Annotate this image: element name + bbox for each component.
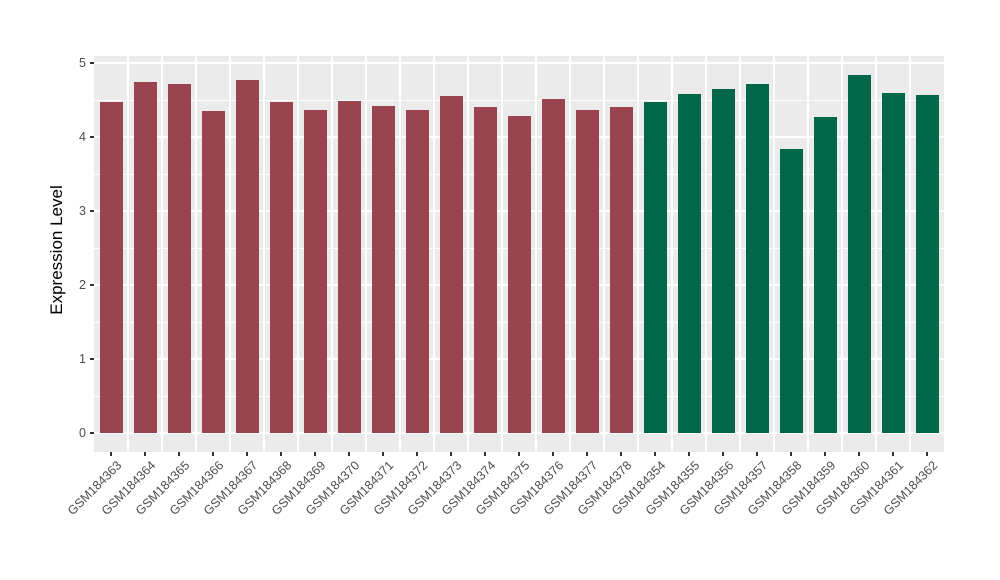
x-gridline — [705, 56, 707, 452]
y-tick-mark — [90, 284, 94, 286]
x-tick-mark — [722, 452, 724, 456]
x-gridline — [297, 56, 299, 452]
y-tick-label: 3 — [79, 203, 86, 218]
bar-GSM184370 — [337, 100, 361, 433]
y-tick-mark — [90, 210, 94, 212]
x-gridline — [909, 56, 911, 452]
x-gridline — [161, 56, 163, 452]
x-tick-mark — [144, 452, 146, 456]
x-tick-mark — [110, 452, 112, 456]
bar-GSM184366 — [201, 111, 225, 433]
bar-GSM184368 — [269, 102, 293, 433]
x-gridline — [127, 56, 129, 452]
y-tick-label: 5 — [79, 55, 86, 70]
x-gridline — [773, 56, 775, 452]
bar-GSM184374 — [473, 107, 497, 433]
x-tick-mark — [382, 452, 384, 456]
x-gridline — [263, 56, 265, 452]
x-tick-mark — [620, 452, 622, 456]
y-tick-mark — [90, 62, 94, 64]
x-gridline — [535, 56, 537, 452]
bar-GSM184371 — [371, 105, 395, 433]
bar-GSM184372 — [405, 109, 429, 433]
bar-GSM184365 — [167, 84, 191, 433]
bar-GSM184375 — [507, 115, 531, 433]
x-tick-mark — [790, 452, 792, 456]
bar-GSM184376 — [541, 99, 565, 433]
x-gridline — [637, 56, 639, 452]
y-tick-label: 1 — [79, 351, 86, 366]
y-minor-gridline — [94, 99, 944, 101]
x-tick-mark — [926, 452, 928, 456]
x-gridline — [841, 56, 843, 452]
x-tick-mark — [552, 452, 554, 456]
x-tick-mark — [654, 452, 656, 456]
bar-GSM184364 — [133, 82, 157, 433]
x-gridline — [433, 56, 435, 452]
plot-panel — [94, 56, 944, 452]
x-tick-mark — [280, 452, 282, 456]
bar-GSM184355 — [677, 94, 701, 433]
y-tick-mark — [90, 358, 94, 360]
x-tick-mark — [450, 452, 452, 456]
x-gridline — [467, 56, 469, 452]
bar-GSM184359 — [813, 117, 837, 433]
x-tick-mark — [246, 452, 248, 456]
bar-GSM184362 — [915, 94, 939, 433]
x-tick-mark — [586, 452, 588, 456]
bar-GSM184369 — [303, 110, 327, 433]
x-tick-mark — [518, 452, 520, 456]
x-gridline — [365, 56, 367, 452]
x-tick-mark — [892, 452, 894, 456]
bar-GSM184354 — [643, 102, 667, 433]
x-tick-mark — [416, 452, 418, 456]
y-major-gridline — [94, 432, 944, 434]
x-tick-mark — [212, 452, 214, 456]
x-gridline — [331, 56, 333, 452]
y-tick-label: 4 — [79, 129, 86, 144]
x-gridline — [195, 56, 197, 452]
x-gridline — [229, 56, 231, 452]
y-tick-label: 0 — [79, 425, 86, 440]
x-gridline — [399, 56, 401, 452]
bar-GSM184360 — [847, 74, 871, 433]
x-gridline — [807, 56, 809, 452]
bar-GSM184363 — [99, 102, 123, 433]
bar-GSM184358 — [779, 148, 803, 433]
bar-GSM184377 — [575, 110, 599, 433]
x-gridline — [739, 56, 741, 452]
bar-GSM184378 — [609, 107, 633, 433]
x-gridline — [671, 56, 673, 452]
x-tick-mark — [688, 452, 690, 456]
y-tick-mark — [90, 432, 94, 434]
x-tick-mark — [824, 452, 826, 456]
y-tick-mark — [90, 136, 94, 138]
x-tick-mark — [858, 452, 860, 456]
y-tick-label: 2 — [79, 277, 86, 292]
x-tick-mark — [314, 452, 316, 456]
x-tick-mark — [348, 452, 350, 456]
bar-GSM184356 — [711, 88, 735, 433]
x-gridline — [603, 56, 605, 452]
x-tick-mark — [756, 452, 758, 456]
x-gridline — [569, 56, 571, 452]
y-major-gridline — [94, 62, 944, 64]
x-tick-mark — [178, 452, 180, 456]
x-tick-mark — [484, 452, 486, 456]
bar-GSM184357 — [745, 84, 769, 433]
bar-GSM184367 — [235, 80, 259, 433]
bar-GSM184373 — [439, 96, 463, 433]
bar-GSM184361 — [881, 92, 905, 433]
x-gridline — [501, 56, 503, 452]
x-gridline — [875, 56, 877, 452]
